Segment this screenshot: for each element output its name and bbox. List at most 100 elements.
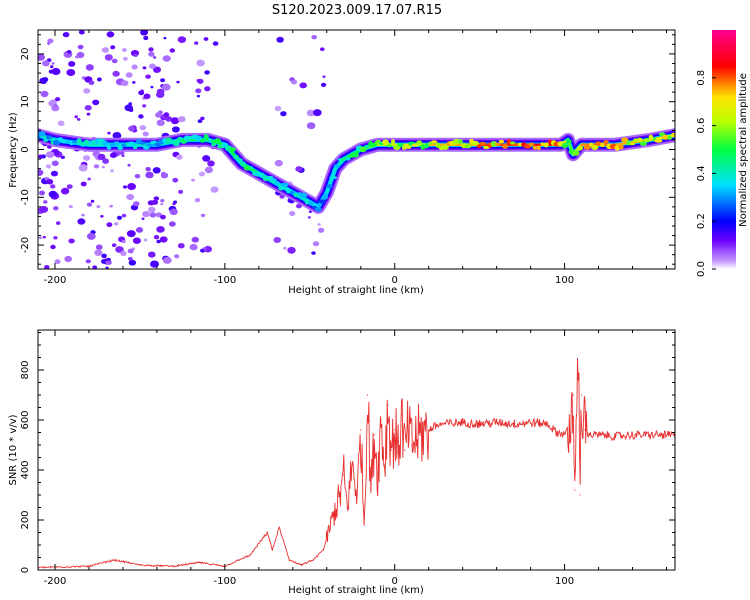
- snr-point: [139, 564, 141, 566]
- ridge-blob: [326, 184, 333, 189]
- noise-blob: [296, 203, 302, 209]
- noise-blob: [121, 213, 127, 218]
- noise-blob: [287, 246, 296, 254]
- noise-blob: [132, 237, 141, 244]
- ridge-core-segment: [614, 138, 651, 146]
- snr-point: [411, 444, 413, 446]
- noise-blob: [202, 155, 211, 162]
- noise-blob: [204, 166, 213, 174]
- noise-blob: [42, 236, 46, 239]
- ridge-blob: [513, 143, 520, 147]
- noise-blob: [212, 41, 219, 46]
- noise-blob: [107, 131, 111, 135]
- noise-blob: [276, 36, 284, 43]
- noise-blob: [123, 185, 127, 189]
- ridge-blob: [639, 141, 647, 146]
- ridge-blob: [236, 158, 243, 164]
- ridge-blob: [80, 143, 86, 147]
- snr-point: [404, 449, 406, 451]
- noise-blob: [85, 259, 91, 264]
- noise-blob: [173, 200, 178, 204]
- noise-blob: [97, 153, 106, 160]
- noise-blob: [163, 112, 170, 117]
- ridge-blob: [424, 143, 430, 149]
- noise-blob: [110, 169, 114, 173]
- noise-blob: [138, 114, 144, 119]
- noise-blob: [133, 201, 140, 207]
- ridge-blob: [495, 142, 501, 146]
- noise-blob: [76, 118, 81, 121]
- ridge-blob: [207, 138, 212, 143]
- noise-blob: [112, 70, 120, 77]
- ridge-blob: [441, 144, 449, 150]
- noise-blob: [50, 244, 56, 250]
- snr-point: [351, 464, 353, 466]
- ridge-blob: [345, 157, 351, 161]
- noise-blob: [87, 177, 91, 181]
- noise-blob: [142, 211, 151, 218]
- snr-point: [377, 474, 379, 476]
- noise-blob: [81, 213, 85, 217]
- noise-blob: [299, 82, 308, 89]
- ridge-blob: [240, 161, 247, 168]
- ridge-blob: [579, 143, 588, 147]
- noise-blob: [156, 226, 165, 233]
- snr-point: [407, 429, 409, 431]
- noise-blob: [172, 126, 180, 133]
- ridge-blob: [518, 142, 523, 147]
- noise-blob: [42, 60, 50, 67]
- noise-blob: [83, 155, 91, 161]
- noise-blob: [97, 77, 102, 82]
- ridge-blob: [644, 138, 651, 143]
- ridge-blob: [654, 138, 663, 143]
- ridge-blob: [280, 182, 289, 187]
- ridge-blob: [38, 131, 46, 137]
- noise-blob: [169, 48, 176, 53]
- noise-blob: [38, 53, 45, 61]
- ridge-blob: [113, 141, 120, 146]
- ridge-blob: [572, 150, 580, 156]
- noise-blob: [51, 171, 56, 175]
- noise-blob: [64, 255, 72, 263]
- ridge-blob: [259, 172, 265, 179]
- noise-blob: [45, 164, 51, 169]
- ridge-blob: [121, 143, 127, 148]
- ridge-blob: [359, 146, 367, 153]
- noise-blob: [153, 66, 161, 73]
- noise-blob: [75, 55, 79, 59]
- noise-blob: [312, 241, 320, 247]
- noise-blob: [95, 244, 103, 250]
- noise-blob: [306, 109, 316, 117]
- ridge-blob: [195, 135, 202, 141]
- colorbar: 0.0 0.2 0.4 0.6 0.8 Normalized spectral ampl…: [696, 30, 749, 277]
- ridge-blob: [43, 139, 48, 142]
- noise-blob: [100, 215, 104, 218]
- snr-point: [390, 449, 392, 451]
- x-tick-label: 100: [555, 275, 574, 286]
- ridge-blob: [286, 188, 291, 194]
- noise-blob: [204, 70, 210, 75]
- noise-blob: [140, 30, 149, 36]
- ridge-blob: [540, 142, 545, 147]
- noise-blob: [142, 104, 147, 108]
- noise-blob: [290, 79, 298, 85]
- noise-blob: [39, 205, 49, 213]
- snr-point: [445, 423, 447, 425]
- noise-blob: [96, 205, 101, 209]
- noise-blob: [162, 256, 172, 264]
- ridge-blob: [591, 144, 599, 150]
- noise-blob: [189, 243, 198, 251]
- x-tick-label: -200: [44, 576, 67, 587]
- snr-point: [278, 526, 280, 529]
- snr-point: [555, 431, 557, 434]
- snr-point: [400, 414, 403, 416]
- snr-point: [363, 524, 365, 526]
- noise-blob: [143, 238, 148, 242]
- ridge-blob: [299, 192, 308, 199]
- ridge-blob: [435, 142, 440, 148]
- noise-blob: [160, 214, 166, 220]
- noise-blob: [48, 69, 54, 74]
- noise-blob: [74, 115, 78, 119]
- snr-x-label: Height of straight line (km): [288, 585, 424, 596]
